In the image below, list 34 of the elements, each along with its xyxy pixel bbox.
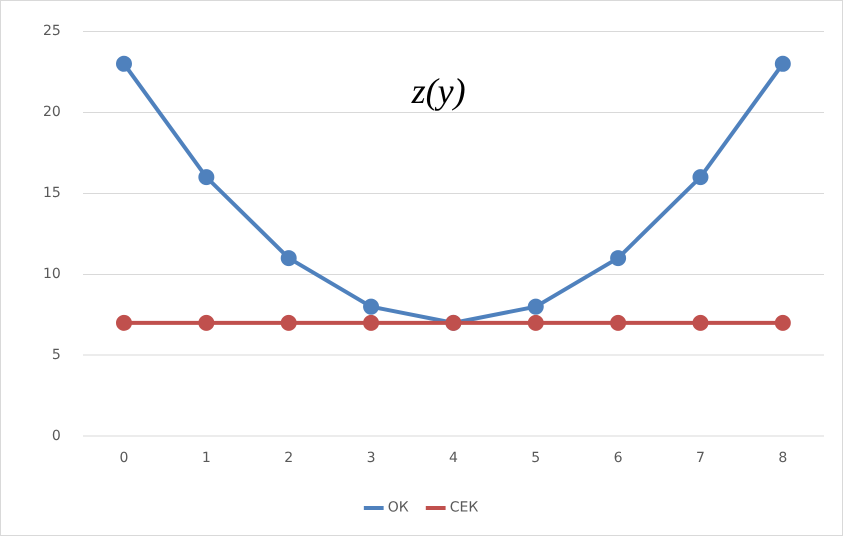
x-tick-label: 2 <box>284 450 294 466</box>
y-tick-label: 25 <box>42 23 61 40</box>
point <box>116 56 132 72</box>
x-tick-label: 0 <box>120 450 128 466</box>
point <box>610 250 626 266</box>
point <box>692 169 708 186</box>
x-tick-label: 8 <box>778 450 788 466</box>
x-tick-label: 3 <box>366 450 376 466</box>
y-tick-label: 15 <box>42 184 61 201</box>
point <box>280 314 297 331</box>
x-tick-label: 5 <box>531 450 540 466</box>
x-tick-label: 1 <box>202 450 211 466</box>
x-tick-label: 4 <box>448 450 458 466</box>
point <box>610 314 626 331</box>
point <box>198 169 214 186</box>
x-tick-label: 6 <box>614 450 623 466</box>
point <box>363 298 380 315</box>
point <box>692 314 708 331</box>
y-tick-label: 5 <box>52 346 61 363</box>
point <box>280 250 297 266</box>
point <box>116 314 132 331</box>
legend-label: ОК <box>388 500 409 516</box>
point <box>198 314 214 331</box>
legend-label: СЕК <box>450 500 478 516</box>
y-tick-label: 10 <box>42 266 61 282</box>
text: z(y) <box>410 70 466 111</box>
y-tick-label: 20 <box>42 104 61 120</box>
point <box>528 298 544 315</box>
point <box>774 314 791 331</box>
point <box>774 56 791 72</box>
point <box>528 314 544 331</box>
point <box>363 314 380 331</box>
x-tick-label: 7 <box>696 450 705 466</box>
y-tick-label: 0 <box>52 428 61 444</box>
